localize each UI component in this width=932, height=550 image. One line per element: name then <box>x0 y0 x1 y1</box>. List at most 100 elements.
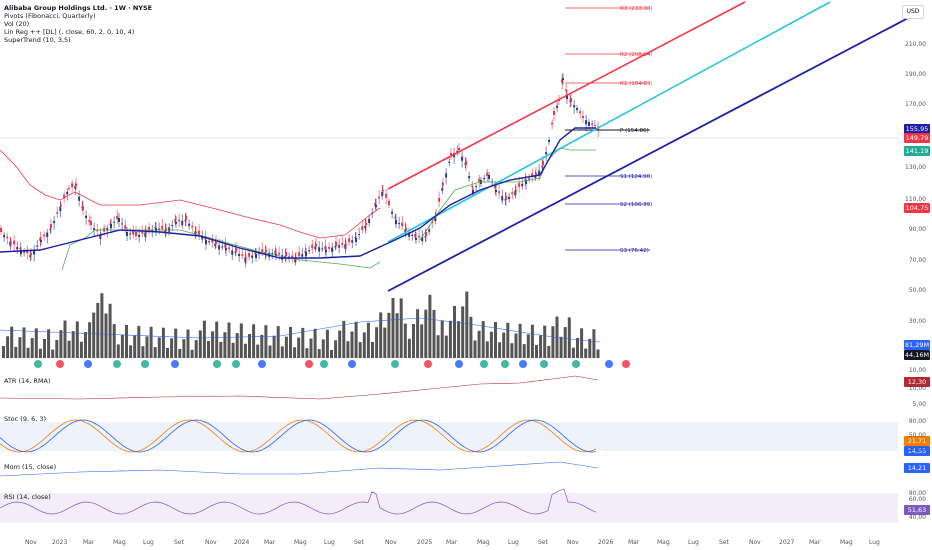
atr-label[interactable]: ATR (14, RMA) <box>4 377 51 385</box>
candle-body <box>261 249 264 253</box>
candle-body <box>39 237 42 242</box>
volume-bar <box>428 294 432 358</box>
volume-bar <box>473 340 477 358</box>
symbol-title[interactable]: Alibaba Group Holdings Ltd. · 1W · NYSE <box>4 4 153 12</box>
volume-bar <box>182 339 186 358</box>
candle-body <box>255 254 257 258</box>
candle-body <box>311 244 314 249</box>
time-axis-label: Mag <box>477 539 490 546</box>
candle-body <box>415 238 417 240</box>
volume-bar <box>252 324 256 358</box>
volume-bar <box>317 349 321 358</box>
event-marker <box>84 360 92 368</box>
volume-bar <box>34 328 38 358</box>
candle-body <box>495 190 497 192</box>
volume-bar <box>407 338 411 358</box>
volume-bar <box>166 348 169 358</box>
candle-body <box>534 175 537 178</box>
candle-body <box>211 238 214 243</box>
volume-bar <box>219 341 223 358</box>
candle-body <box>450 153 452 155</box>
candle-body <box>234 251 237 253</box>
volume-bar <box>481 321 485 358</box>
candle-body <box>424 236 427 238</box>
price-tag: 51,63 <box>904 505 930 515</box>
candle-body <box>538 170 541 175</box>
mom-label[interactable]: Mom (15, close) <box>4 463 57 471</box>
volume-bar <box>592 329 596 358</box>
indicator-pivots[interactable]: Pivots (Fibonacci, Quarterly) <box>4 12 96 20</box>
candle-body <box>414 234 417 238</box>
candle-body <box>304 251 307 253</box>
indicator-volume[interactable]: Vol (20) <box>4 20 30 28</box>
volume-bar <box>14 346 18 358</box>
event-marker <box>391 360 399 368</box>
candle-body <box>228 247 231 250</box>
volume-bar <box>379 312 383 358</box>
volume-bar <box>420 324 424 358</box>
candle-body <box>254 252 257 255</box>
candle-body <box>284 255 287 257</box>
candle-body <box>56 212 59 214</box>
candle-body <box>244 257 247 263</box>
candle-body <box>82 206 84 210</box>
candle-body <box>88 220 91 222</box>
candle-body <box>438 197 441 202</box>
candle-body <box>178 219 181 222</box>
volume-bar <box>100 293 104 358</box>
candle-body <box>308 250 311 252</box>
candle-body <box>235 248 237 252</box>
candle-body <box>53 220 56 224</box>
candle-body <box>158 228 161 230</box>
candle-body <box>68 188 70 189</box>
candle-body <box>30 253 32 255</box>
stoch-k-line <box>0 419 597 453</box>
volume-bar <box>170 338 174 358</box>
volume-bar <box>567 317 571 358</box>
indicator-linreg[interactable]: Lin Reg ++ [DL] (, close, 60, 2, 0, 10, … <box>4 28 135 36</box>
event-marker <box>572 360 580 368</box>
candle-body <box>501 196 504 201</box>
volume-bar <box>366 322 370 358</box>
candle-body <box>99 234 102 239</box>
volume-bar <box>141 346 145 358</box>
volume-bar <box>256 344 260 358</box>
candle-body <box>514 190 517 196</box>
candle-body <box>391 211 394 214</box>
volume-bar <box>2 346 5 358</box>
volume-bar <box>457 321 461 358</box>
candle-body <box>74 186 77 189</box>
candle-body <box>368 218 371 223</box>
candle-body <box>13 240 16 245</box>
price-tag: 155,95 <box>904 124 930 134</box>
time-axis-label: Lug <box>688 539 699 546</box>
candle-body <box>545 152 548 155</box>
candle-body <box>96 229 99 232</box>
volume-bar <box>108 303 112 358</box>
rsi-axis-label: 60,00 <box>908 496 926 503</box>
volume-bar <box>313 328 317 358</box>
candle-body <box>151 229 154 232</box>
rsi-label[interactable]: RSI (14, close) <box>4 493 51 501</box>
volume-bar <box>485 341 489 358</box>
volume-bar <box>448 320 452 358</box>
candle-body <box>556 105 559 108</box>
stoch-label[interactable]: Stoc (9, 6, 3) <box>4 415 47 423</box>
volume-bar <box>38 348 42 358</box>
volume-bar <box>350 331 354 358</box>
candle-body <box>448 161 451 163</box>
indicator-supertrend[interactable]: SuperTrend (10, 3,5) <box>4 36 71 44</box>
candle-body <box>46 232 49 237</box>
candle-body <box>468 176 471 179</box>
volume-bar <box>309 338 313 358</box>
time-axis-label: Mag <box>113 539 126 546</box>
event-marker <box>232 360 240 368</box>
candle-body <box>245 258 247 259</box>
volume-bar <box>494 322 497 358</box>
currency-button[interactable]: USD <box>902 5 924 19</box>
volume-bar <box>489 331 493 358</box>
candle-body <box>204 238 207 240</box>
volume-bar <box>198 330 202 358</box>
volume-bar <box>330 350 333 358</box>
